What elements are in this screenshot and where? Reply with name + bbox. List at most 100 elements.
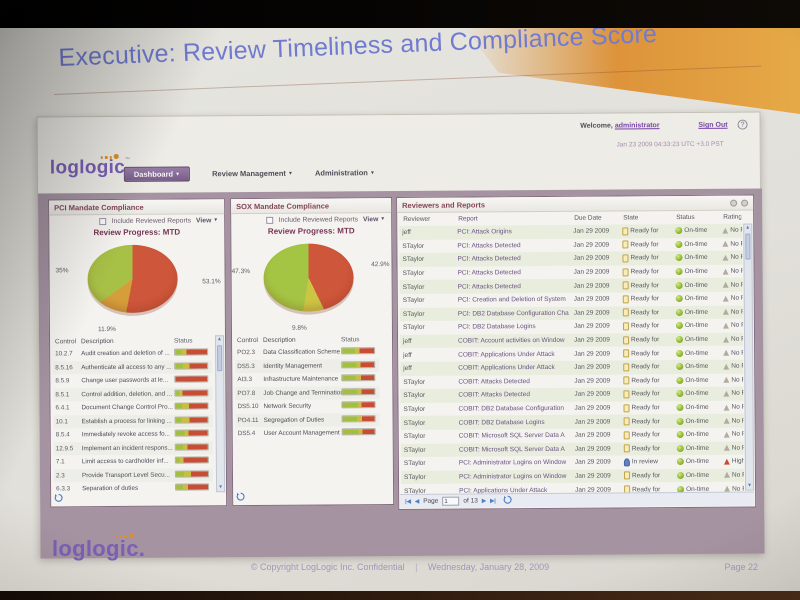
prev-page-button[interactable]: ◀ [414, 498, 420, 505]
tab-review-management[interactable]: Review Management ▼ [212, 169, 293, 179]
report-name[interactable]: COBIT: Attacks Detected [458, 377, 530, 386]
table-row[interactable]: 12.9.5 Implement an incident respons... [53, 440, 213, 456]
table-row[interactable]: 10.1 Establish a process for linking ... [53, 413, 213, 429]
state-label: Ready for [630, 268, 659, 276]
table-row[interactable]: 10.2.7 Audit creation and deletion of ..… [53, 346, 212, 361]
rating-triangle-icon [722, 281, 729, 288]
table-row[interactable]: PO7.8 Job Change and Termination [235, 385, 380, 401]
report-name[interactable]: PCI: Administrator Logins on Window [458, 472, 567, 481]
tab-dashboard[interactable]: Dashboard ▼ [123, 166, 191, 182]
view-dropdown[interactable]: View ▼ [196, 217, 218, 224]
footer-date: Wednesday, January 28, 2009 [427, 562, 550, 572]
scroll-thumb[interactable] [217, 345, 223, 372]
table-row[interactable]: 2.3 Provide Transport Level Secu... [53, 467, 214, 483]
status-label: On-time [684, 308, 709, 316]
control-id: 2.3 [55, 472, 65, 480]
report-name[interactable]: PCI: DB2 Database Logins [457, 323, 536, 332]
report-name[interactable]: PCI: Creation and Deletion of System [457, 296, 566, 304]
state-icon [623, 349, 630, 358]
on-time-icon [676, 390, 684, 398]
on-time-icon [675, 240, 683, 248]
report-name[interactable]: PCI: Attacks Detected [457, 242, 521, 250]
table-row[interactable]: 8.5.9 Change user passwords at le... [53, 373, 212, 388]
rating-cell: No F [722, 268, 743, 275]
report-name[interactable]: COBIT: DB2 Database Logins [458, 418, 545, 427]
control-description: Data Classification Scheme [263, 348, 341, 357]
report-name[interactable]: PCI: Attack Origins [457, 228, 512, 236]
table-row[interactable]: DS5.10 Network Security [235, 399, 379, 414]
report-name[interactable]: PCI: DB2 Database Configuration Cha [457, 309, 569, 318]
report-name[interactable]: COBIT: Microsoft SQL Server Data A [458, 432, 565, 440]
view-dropdown[interactable]: View ▼ [363, 216, 385, 223]
report-name[interactable]: COBIT: Account activities on Window [458, 336, 565, 345]
first-page-button[interactable]: |◀ [405, 498, 411, 505]
rating-label: No F [730, 294, 743, 302]
scrollbar[interactable]: ▲ ▼ [215, 335, 226, 493]
scroll-down-icon[interactable]: ▼ [218, 484, 224, 491]
last-page-button[interactable]: ▶| [490, 497, 496, 504]
presentation-slide: Executive: Review Timeliness and Complia… [0, 28, 800, 592]
scroll-down-icon[interactable]: ▼ [747, 482, 753, 489]
report-name[interactable]: PCI: Attacks Detected [457, 255, 521, 264]
include-reviewed-checkbox[interactable] [99, 218, 107, 226]
control-description: Limit access to cardholder inf... [81, 457, 169, 466]
status-cell: On-time [676, 472, 724, 480]
scroll-up-icon[interactable]: ▲ [745, 224, 751, 231]
report-name[interactable]: COBIT: Microsoft SQL Server Data A [458, 445, 565, 454]
status-bar [341, 414, 376, 423]
refresh-icon[interactable] [503, 495, 512, 506]
scroll-thumb[interactable] [745, 233, 751, 260]
table-row[interactable]: DS5.4 User Account Management [236, 426, 380, 441]
status-label: On-time [684, 240, 708, 248]
table-row[interactable]: PO2.3 Data Classification Scheme [235, 345, 379, 360]
state-label: Ready for [631, 444, 661, 453]
table-row[interactable]: 8.5.4 Immediately revoke access fo... [54, 427, 213, 442]
on-time-icon [675, 295, 683, 303]
table-row[interactable]: PO4.11 Segregation of Duties [235, 412, 380, 428]
status-bar [341, 374, 376, 382]
rating-cell: No F [722, 281, 743, 288]
sign-out-link[interactable]: Sign Out [698, 121, 728, 129]
report-name[interactable]: COBIT: Applications Under Attack [458, 350, 555, 359]
chevron-down-icon: ▼ [287, 170, 293, 177]
table-row[interactable]: 6.4.1 Document Change Control Pro... [53, 400, 212, 415]
rating-triangle-icon [723, 349, 730, 356]
report-name[interactable]: COBIT: DB2 Database Configuration [458, 404, 565, 413]
tab-administration[interactable]: Administration ▼ [315, 168, 375, 177]
table-row[interactable]: 8.5.16 Authenticate all access to any ..… [53, 359, 213, 375]
status-cell: On-time [676, 349, 723, 357]
report-name[interactable]: PCI: Attacks Detected [457, 269, 521, 277]
report-name[interactable]: PCI: Attacks Detected [457, 282, 521, 291]
next-page-button[interactable]: ▶ [481, 497, 487, 504]
table-row[interactable]: DS5.3 Identity Management [235, 358, 380, 374]
include-reviewed-checkbox[interactable] [266, 216, 274, 224]
table-row[interactable]: 7.1 Limit access to cardholder inf... [54, 454, 213, 469]
rating-triangle-icon [723, 363, 730, 370]
col-status: Status [676, 213, 695, 222]
status-cell [174, 402, 212, 412]
include-row: Include Reviewed Reports View ▼ [231, 213, 391, 224]
panel-tool-icon[interactable] [730, 199, 738, 207]
reviewer-name: STaylor [402, 310, 425, 318]
due-date: Jan 29 2009 [574, 458, 611, 467]
scrollbar[interactable]: ▲ ▼ [743, 223, 755, 491]
status-bar [341, 428, 376, 436]
help-icon[interactable]: ? [737, 119, 748, 130]
panel-tool-icon[interactable] [741, 199, 749, 207]
user-link[interactable]: administrator [614, 122, 660, 130]
table-row[interactable]: 8.5.1 Control addition, deletion, and ..… [53, 386, 213, 402]
state-icon [622, 308, 629, 317]
panel-header: PCI Mandate Compliance [49, 199, 225, 216]
table-row[interactable]: 6.3.3 Separation of duties [54, 481, 213, 493]
table-row[interactable]: AI3.3 Infrastructure Maintenance [235, 372, 379, 387]
report-name[interactable]: COBIT: Attacks Detected [458, 391, 530, 400]
reviewer-name: STaylor [403, 419, 426, 427]
scroll-up-icon[interactable]: ▲ [217, 336, 223, 343]
control-description: Identity Management [263, 362, 323, 370]
refresh-icon[interactable] [236, 492, 245, 503]
refresh-icon[interactable] [54, 493, 63, 504]
report-name[interactable]: COBIT: Applications Under Attack [458, 364, 555, 372]
page-number-input[interactable] [442, 496, 460, 506]
report-name[interactable]: PCI: Administrator Logins on Window [458, 459, 567, 467]
panel-title: Reviewers and Reports [402, 199, 486, 210]
